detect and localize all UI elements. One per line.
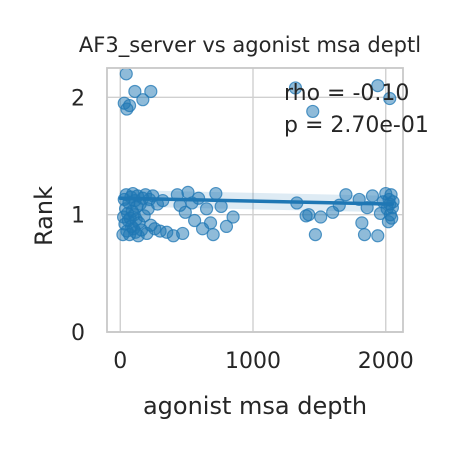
data-point: [176, 226, 190, 241]
data-points: [116, 67, 400, 243]
data-point: [136, 93, 150, 107]
data-point: [206, 228, 220, 242]
data-point: [288, 81, 303, 95]
data-point: [226, 210, 240, 224]
data-point: [371, 229, 385, 243]
y-axis-label: Rank: [30, 186, 58, 246]
data-point: [178, 205, 192, 219]
data-point: [209, 186, 223, 201]
data-point: [355, 216, 369, 230]
regression-line-group: [118, 196, 395, 206]
regression-line: [118, 196, 395, 206]
data-point: [199, 202, 214, 216]
data-point: [302, 208, 316, 222]
y-tick-label: 1: [71, 204, 85, 229]
data-point: [128, 84, 142, 99]
plot-frame: [106, 67, 404, 333]
data-point: [365, 189, 380, 203]
x-tick-label: 0: [113, 349, 127, 374]
rho-annotation: rho = -0.10: [284, 81, 409, 106]
data-point: [383, 91, 397, 106]
data-point: [188, 213, 202, 228]
data-point: [371, 78, 385, 93]
p-value-annotation: p = 2.70e-01: [284, 113, 429, 138]
y-tick-label: 2: [71, 86, 85, 111]
data-point: [386, 195, 400, 209]
data-point: [357, 228, 372, 242]
data-point: [203, 216, 218, 230]
data-point: [119, 67, 133, 81]
data-point: [306, 104, 320, 119]
data-point: [122, 98, 137, 113]
x-tick-label: 2000: [358, 349, 414, 374]
data-point: [144, 84, 158, 99]
data-point: [219, 219, 234, 233]
chart-title: AF3_server vs agonist msa deptl: [79, 33, 421, 58]
data-point: [339, 188, 353, 202]
data-point: [314, 210, 328, 224]
data-point: [308, 228, 322, 242]
x-tick-labels: 0 1000 2000: [113, 349, 413, 374]
data-point: [332, 198, 346, 212]
x-tick-label: 1000: [225, 349, 281, 374]
y-tick-labels: 0 1 2: [71, 86, 85, 346]
y-tick-label: 0: [71, 321, 85, 346]
x-axis-label: agonist msa depth: [143, 392, 367, 420]
